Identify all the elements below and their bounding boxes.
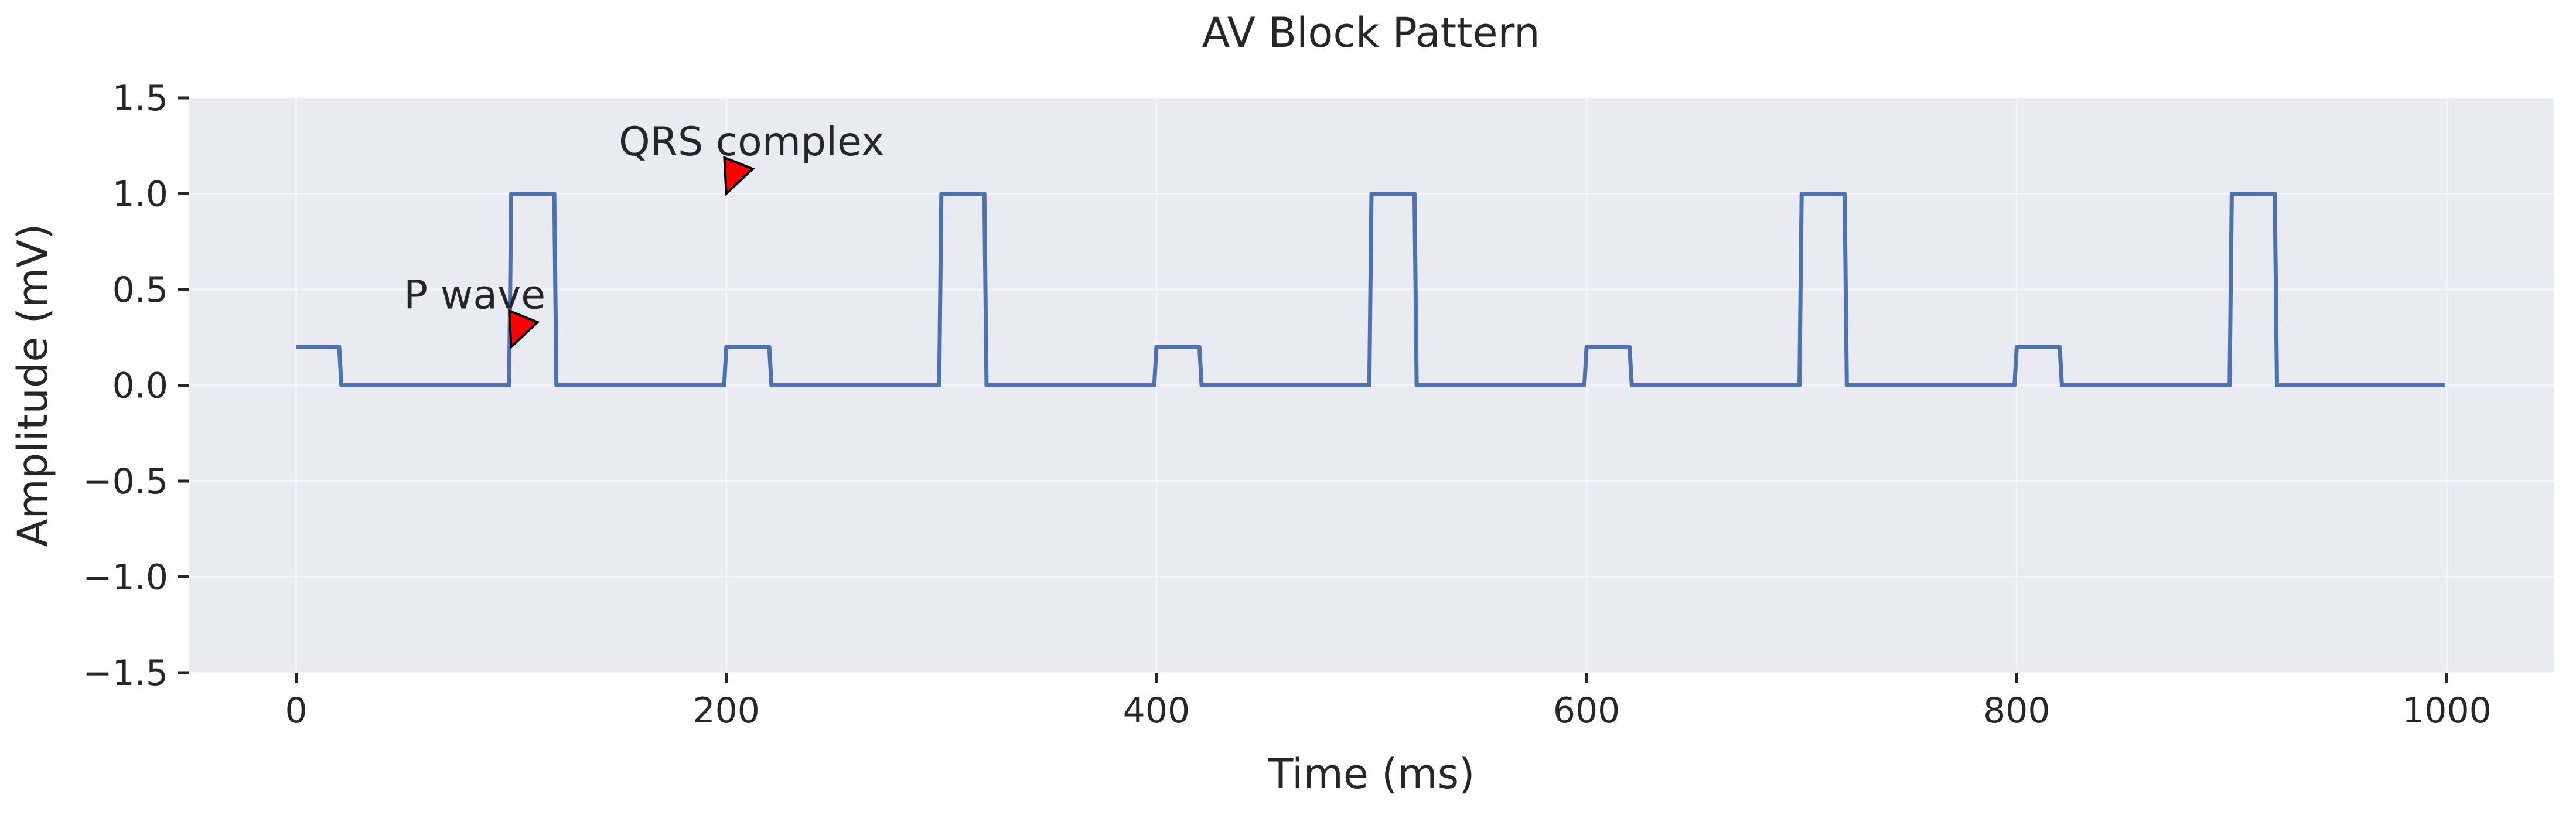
- y-tick-label: −1.5: [83, 653, 168, 694]
- annotations: P wave QRS complex: [404, 119, 885, 350]
- y-tick-label: 0.0: [112, 366, 168, 407]
- x-tick-label: 0: [285, 690, 307, 731]
- x-tick-label: 200: [692, 690, 760, 731]
- y-tick-label: −1.0: [83, 557, 168, 598]
- y-tick-label: 1.5: [112, 78, 168, 119]
- x-tick-label: 800: [1983, 690, 2050, 731]
- y-axis-label: Amplitude (mV): [9, 224, 57, 547]
- axis-ticks: 0 200 400 600 800 1000 1.5 1.0 0.5 0.0 −0.5 −1.0 −1.…: [83, 78, 2492, 731]
- x-tick-label: 600: [1553, 690, 1620, 731]
- series-line: [296, 192, 2445, 387]
- x-tick-label: 1000: [2402, 690, 2492, 731]
- y-tick-label: −0.5: [83, 461, 168, 502]
- y-tick-label: 1.0: [112, 174, 168, 215]
- annotation-label: QRS complex: [619, 119, 885, 165]
- annotation-arrow: [723, 155, 755, 196]
- y-tick-label: 0.5: [112, 270, 168, 311]
- x-axis-label: Time (ms): [1268, 750, 1475, 798]
- chart-title: AV Block Pattern: [1202, 9, 1540, 57]
- annotation-label: P wave: [404, 272, 545, 319]
- x-tick-label: 400: [1123, 690, 1190, 731]
- annotation-arrow: [508, 309, 540, 350]
